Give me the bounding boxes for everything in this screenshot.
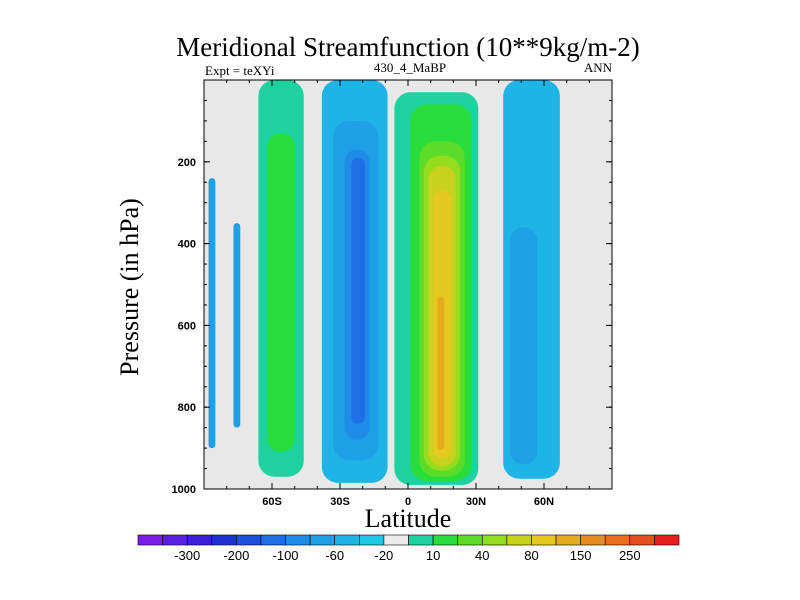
y-tick-label: 400 — [178, 239, 196, 251]
chart-title: Meridional Streamfunction (10**9kg/m-2) — [176, 32, 639, 62]
x-tick-label: 30N — [466, 496, 486, 508]
colorbar-swatch — [359, 534, 385, 546]
colorbar-label: 150 — [570, 548, 592, 563]
colorbar-swatch — [531, 534, 557, 546]
y-tick-label: 600 — [178, 320, 196, 332]
x-tick-label: 60N — [534, 496, 554, 508]
colorbar-swatch — [481, 534, 508, 546]
y-tick-label: 1000 — [172, 484, 196, 496]
colorbar: -300 -200 -100 -60 -20 10 40 80 150 250 — [137, 534, 680, 563]
colorbar-label: 10 — [426, 548, 440, 563]
x-tick-label: 30S — [330, 496, 350, 508]
colorbar-swatch — [432, 534, 458, 546]
y-tick-label: 200 — [178, 157, 196, 169]
contour-region-1 — [233, 223, 241, 428]
colorbar-swatch — [408, 534, 434, 546]
x-tick-label: 60S — [262, 496, 282, 508]
colorbar-swatch — [186, 534, 213, 546]
colorbar-swatch — [383, 534, 409, 546]
center-label: 430_4_MaBP — [374, 60, 446, 75]
colorbar-label: -20 — [375, 548, 394, 563]
colorbar-label: -300 — [174, 548, 200, 563]
colorbar-label: 40 — [475, 548, 489, 563]
colorbar-label: 80 — [524, 548, 538, 563]
colorbar-swatch — [506, 534, 532, 546]
colorbar-swatch — [457, 534, 483, 546]
x-tick-label: 0 — [405, 496, 411, 508]
contour-region-3 — [267, 133, 295, 453]
contour-region-0 — [208, 178, 216, 449]
colorbar-swatch — [580, 534, 606, 546]
colorbar-swatch — [211, 534, 237, 546]
colorbar-label: -100 — [273, 548, 299, 563]
contour-region-14 — [437, 296, 445, 451]
colorbar-swatch — [137, 534, 163, 546]
axis-ticks: 60S 30S 0 30N 60N 200 400 600 800 1000 — [172, 79, 613, 508]
y-tick-label: 800 — [178, 402, 196, 414]
y-axis-label: Pressure (in hPa) — [115, 198, 144, 376]
colorbar-label: -60 — [325, 548, 344, 563]
colorbar-swatch — [334, 534, 360, 546]
contour-region-16 — [510, 227, 538, 465]
colorbar-swatch — [260, 534, 286, 546]
colorbar-label: -200 — [223, 548, 249, 563]
colorbar-swatch — [654, 534, 680, 546]
colorbar-swatch — [629, 534, 655, 546]
right-label: ANN — [584, 60, 613, 75]
colorbar-label: 250 — [619, 548, 641, 563]
left-label: Expt = teXYi — [205, 63, 275, 78]
contour-region-7 — [351, 157, 365, 424]
x-axis-label: Latitude — [365, 504, 452, 533]
colorbar-swatch — [555, 534, 581, 546]
plot-area — [203, 79, 613, 490]
colorbar-swatch — [162, 534, 188, 546]
colorbar-swatch — [236, 534, 262, 546]
colorbar-swatch — [309, 534, 336, 546]
colorbar-swatch — [604, 534, 631, 546]
colorbar-swatch — [285, 534, 311, 546]
